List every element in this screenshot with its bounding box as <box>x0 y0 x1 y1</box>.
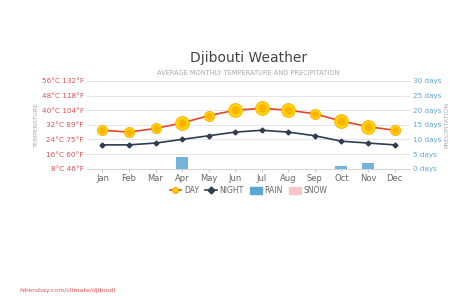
Point <box>231 108 239 112</box>
Point <box>125 130 133 134</box>
Point <box>364 124 372 129</box>
Point <box>337 119 345 123</box>
Point <box>231 108 239 112</box>
Point <box>391 128 398 133</box>
Bar <box>362 163 374 169</box>
Y-axis label: PRECIPITATION: PRECIPITATION <box>445 102 449 148</box>
Point <box>125 130 133 134</box>
Point <box>364 124 372 129</box>
Title: Djibouti Weather: Djibouti Weather <box>190 51 307 65</box>
Text: hikersbay.com/climate/djibouti: hikersbay.com/climate/djibouti <box>19 288 116 293</box>
Point <box>178 120 186 125</box>
Point <box>311 112 319 116</box>
Point <box>284 108 292 112</box>
Point <box>205 113 212 118</box>
Point <box>284 108 292 112</box>
Point <box>99 128 106 133</box>
Point <box>337 119 345 123</box>
Bar <box>336 166 347 169</box>
Point <box>391 128 398 133</box>
Point <box>258 106 265 111</box>
Point <box>99 128 106 133</box>
Bar <box>176 157 188 169</box>
Point <box>152 126 159 131</box>
Text: AVERAGE MONTHLY TEMPERATURE AND PRECIPITATION: AVERAGE MONTHLY TEMPERATURE AND PRECIPIT… <box>157 70 339 76</box>
Point <box>311 112 319 116</box>
Legend: DAY, NIGHT, RAIN, SNOW: DAY, NIGHT, RAIN, SNOW <box>166 183 330 198</box>
Y-axis label: TEMPERATURE: TEMPERATURE <box>34 102 39 147</box>
Point <box>205 113 212 118</box>
Point <box>178 120 186 125</box>
Point <box>258 106 265 111</box>
Point <box>152 126 159 131</box>
